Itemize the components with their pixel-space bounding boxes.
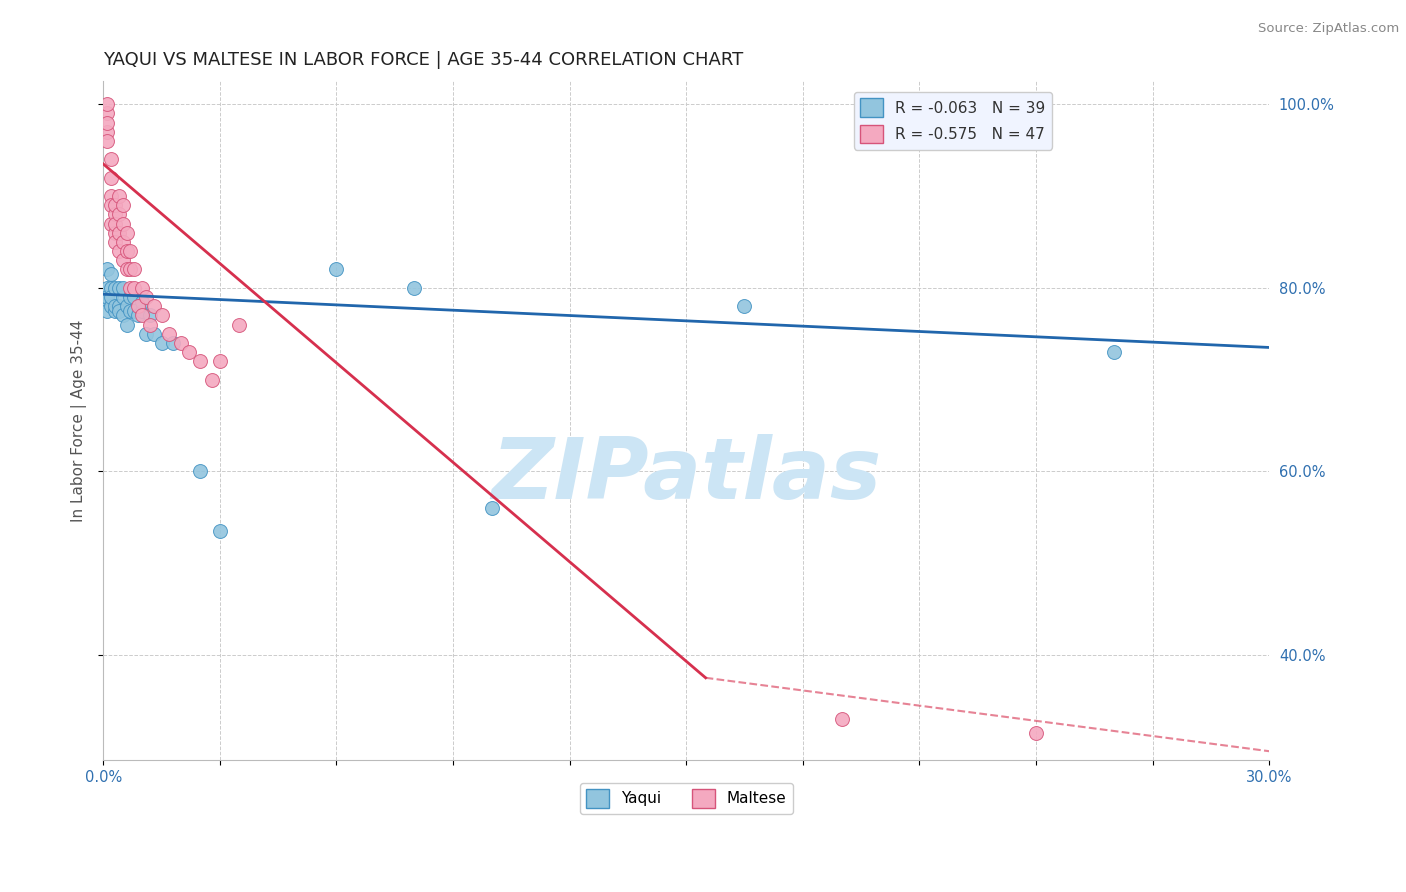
Point bbox=[120, 281, 142, 295]
Point bbox=[111, 235, 134, 249]
Point bbox=[111, 281, 134, 295]
Point bbox=[481, 501, 503, 516]
Point bbox=[96, 294, 118, 309]
Text: ZIPatlas: ZIPatlas bbox=[491, 434, 882, 516]
Point bbox=[325, 262, 347, 277]
Point bbox=[115, 318, 138, 332]
Point bbox=[120, 244, 142, 259]
Point bbox=[115, 226, 138, 240]
Point bbox=[177, 345, 200, 359]
Point bbox=[115, 244, 138, 259]
Point bbox=[107, 303, 129, 318]
Point bbox=[131, 309, 153, 323]
Point bbox=[142, 299, 165, 313]
Point bbox=[107, 189, 129, 203]
Point bbox=[104, 198, 127, 212]
Point bbox=[831, 712, 853, 726]
Point bbox=[96, 262, 118, 277]
Y-axis label: In Labor Force | Age 35-44: In Labor Force | Age 35-44 bbox=[72, 319, 87, 522]
Point bbox=[96, 290, 118, 304]
Point bbox=[150, 309, 173, 323]
Text: Source: ZipAtlas.com: Source: ZipAtlas.com bbox=[1258, 22, 1399, 36]
Point bbox=[135, 290, 157, 304]
Point bbox=[142, 326, 165, 341]
Point bbox=[96, 115, 118, 129]
Point bbox=[131, 294, 153, 309]
Point bbox=[124, 262, 146, 277]
Point bbox=[100, 217, 122, 231]
Point bbox=[120, 262, 142, 277]
Point bbox=[131, 303, 153, 318]
Point bbox=[96, 106, 118, 120]
Point bbox=[1025, 726, 1047, 740]
Point bbox=[162, 335, 184, 350]
Point bbox=[157, 326, 180, 341]
Point bbox=[100, 281, 122, 295]
Point bbox=[96, 134, 118, 148]
Point bbox=[107, 299, 129, 313]
Point bbox=[120, 290, 142, 304]
Point bbox=[135, 326, 157, 341]
Point bbox=[100, 299, 122, 313]
Point bbox=[124, 290, 146, 304]
Point bbox=[127, 309, 149, 323]
Point bbox=[100, 153, 122, 167]
Point bbox=[96, 97, 118, 112]
Point bbox=[100, 170, 122, 185]
Point bbox=[107, 207, 129, 221]
Point bbox=[100, 189, 122, 203]
Point bbox=[208, 524, 231, 538]
Point bbox=[124, 281, 146, 295]
Point bbox=[150, 335, 173, 350]
Point bbox=[139, 309, 162, 323]
Legend: Yaqui, Maltese: Yaqui, Maltese bbox=[579, 783, 793, 814]
Text: YAQUI VS MALTESE IN LABOR FORCE | AGE 35-44 CORRELATION CHART: YAQUI VS MALTESE IN LABOR FORCE | AGE 35… bbox=[103, 51, 744, 69]
Point bbox=[208, 354, 231, 368]
Point bbox=[734, 299, 756, 313]
Point bbox=[100, 267, 122, 281]
Point bbox=[127, 299, 149, 313]
Point bbox=[111, 309, 134, 323]
Point bbox=[96, 303, 118, 318]
Point bbox=[104, 207, 127, 221]
Point bbox=[111, 198, 134, 212]
Point bbox=[111, 217, 134, 231]
Point bbox=[190, 354, 212, 368]
Point bbox=[190, 464, 212, 478]
Point bbox=[104, 303, 127, 318]
Point bbox=[170, 335, 193, 350]
Point bbox=[1102, 345, 1125, 359]
Point bbox=[120, 303, 142, 318]
Point bbox=[107, 244, 129, 259]
Point bbox=[96, 281, 118, 295]
Point bbox=[104, 235, 127, 249]
Point bbox=[111, 253, 134, 268]
Point bbox=[104, 217, 127, 231]
Point bbox=[131, 281, 153, 295]
Point bbox=[201, 373, 224, 387]
Point bbox=[100, 290, 122, 304]
Point bbox=[111, 290, 134, 304]
Point bbox=[115, 299, 138, 313]
Point bbox=[115, 262, 138, 277]
Point bbox=[107, 226, 129, 240]
Point bbox=[104, 226, 127, 240]
Point bbox=[404, 281, 426, 295]
Point bbox=[228, 318, 250, 332]
Point bbox=[107, 281, 129, 295]
Point bbox=[104, 299, 127, 313]
Point bbox=[139, 318, 162, 332]
Point bbox=[104, 281, 127, 295]
Point bbox=[96, 125, 118, 139]
Point bbox=[100, 198, 122, 212]
Point bbox=[124, 303, 146, 318]
